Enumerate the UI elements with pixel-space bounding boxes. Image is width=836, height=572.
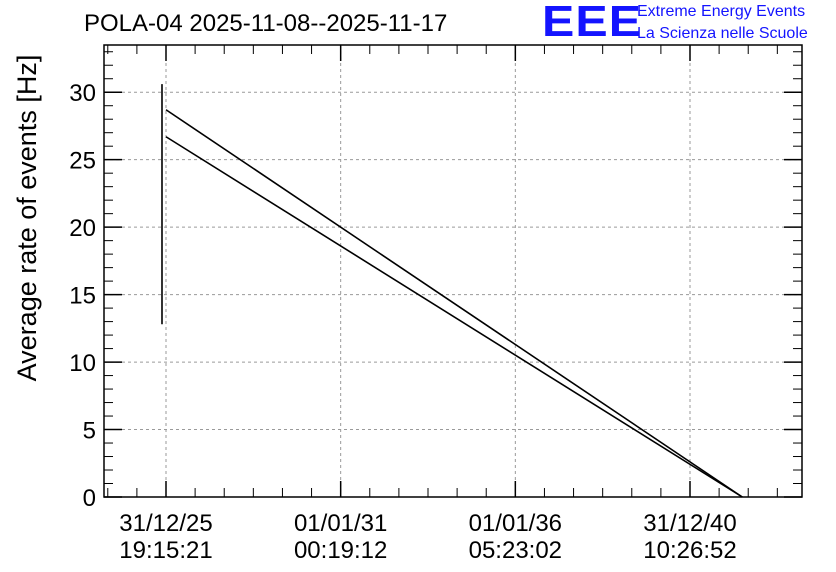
- y-tick-label: 30: [69, 80, 96, 107]
- x-tick-label-time: 19:15:21: [119, 537, 212, 564]
- y-tick-label: 5: [83, 418, 96, 445]
- y-tick-label: 0: [83, 485, 96, 512]
- eee-logo: EEE: [542, 0, 643, 46]
- x-tick-label-date: 31/12/40: [643, 510, 736, 537]
- plot-frame: [103, 44, 803, 498]
- y-tick-label: 15: [69, 283, 96, 310]
- y-tick-label: 25: [69, 148, 96, 175]
- logo-line-2: La Scienza nelle Scuole: [637, 25, 808, 42]
- x-tick-label-time: 00:19:12: [294, 537, 387, 564]
- x-tick-label-date: 01/01/31: [294, 510, 387, 537]
- y-axis-label: Average rate of events [Hz]: [12, 55, 42, 382]
- x-tick-label-date: 31/12/25: [119, 510, 212, 537]
- series-lines: [161, 84, 743, 498]
- grid-lines: [104, 45, 802, 497]
- series-line: [165, 136, 743, 498]
- x-tick-label-time: 10:26:52: [643, 537, 736, 564]
- y-tick-label: 10: [69, 350, 96, 377]
- x-tick-label-date: 01/01/36: [469, 510, 562, 537]
- logo-line-1: Extreme Energy Events: [637, 3, 806, 20]
- x-tick-label-time: 05:23:02: [469, 537, 562, 564]
- chart-title: POLA-04 2025-11-08--2025-11-17: [84, 10, 448, 37]
- series-line: [165, 109, 743, 498]
- axis-ticks: [104, 45, 802, 498]
- y-tick-label: 20: [69, 215, 96, 242]
- y-tick-labels: 0 5 10 15 20 25 30: [69, 80, 96, 512]
